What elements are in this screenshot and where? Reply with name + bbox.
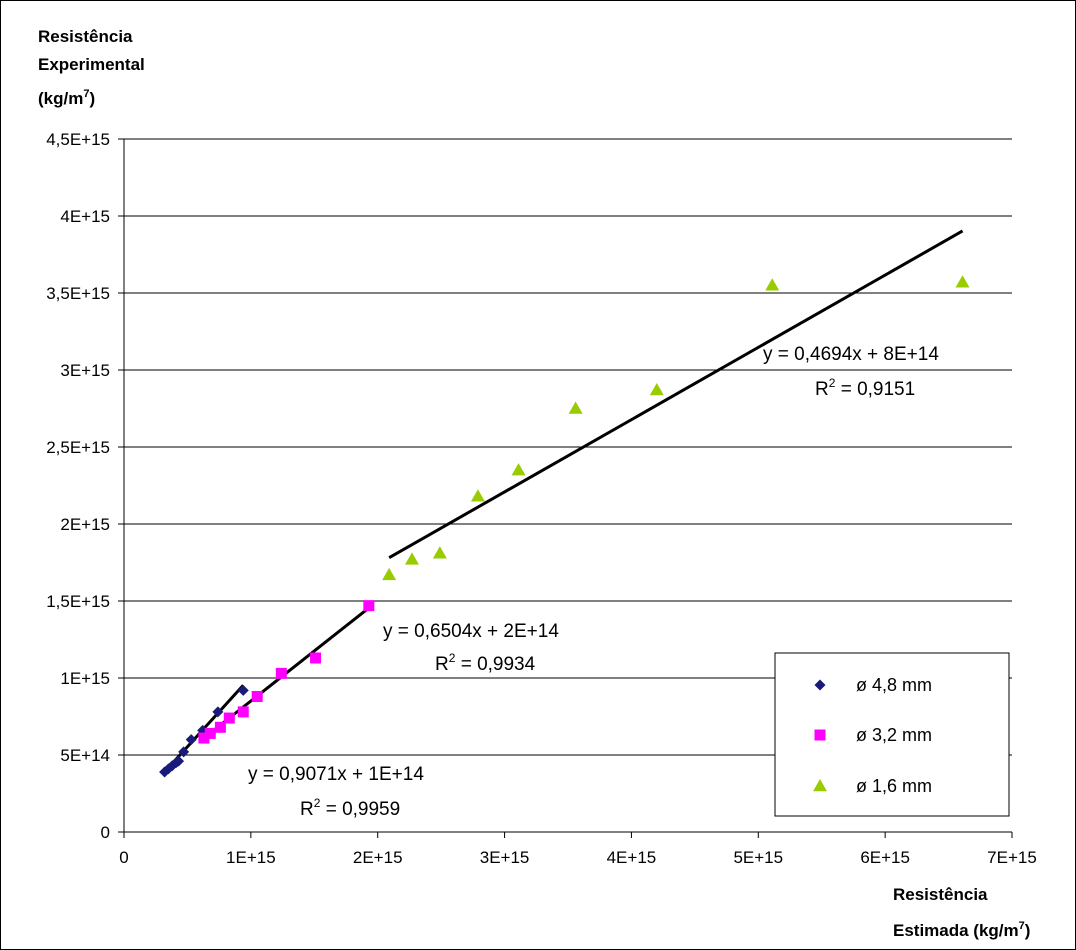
trend-r2-1-6: R2 = 0,9151	[815, 376, 915, 400]
data-point-series-1	[237, 706, 249, 718]
data-point-series-2	[649, 383, 664, 396]
x-tick-label: 5E+15	[733, 848, 783, 867]
data-point-series-1	[214, 721, 226, 733]
data-points	[159, 275, 970, 778]
data-point-series-0	[237, 684, 249, 696]
y-tick-label: 1,5E+15	[46, 592, 110, 611]
data-point-series-1	[275, 667, 287, 679]
legend-marker-series-0	[814, 679, 826, 691]
data-point-series-1	[198, 732, 210, 744]
axes	[118, 138, 1013, 838]
y-tick-label: 3E+15	[60, 361, 110, 380]
y-axis-title-line1: Resistência	[38, 27, 133, 46]
data-point-series-2	[568, 401, 583, 414]
data-point-series-1	[223, 712, 235, 724]
legend: ø 4,8 mm ø 3,2 mm ø 1,6 mm	[774, 652, 1010, 817]
data-point-series-2	[955, 275, 970, 288]
trend-equation-1-6: y = 0,4694x + 8E+14	[763, 344, 939, 365]
x-tick-label: 2E+15	[353, 848, 403, 867]
data-point-series-1	[251, 690, 263, 702]
y-axis-title-line2: Experimental	[38, 55, 145, 74]
data-point-series-1	[204, 727, 216, 739]
data-point-series-0	[185, 734, 197, 746]
legend-label-series-2: ø 1,6 mm	[856, 776, 932, 796]
data-point-series-1	[310, 652, 322, 664]
trend-equation-4-8: y = 0,9071x + 1E+14	[248, 764, 424, 785]
legend-label-series-1: ø 3,2 mm	[856, 725, 932, 745]
y-tick-label: 5E+14	[60, 746, 110, 765]
x-tick-label: 3E+15	[480, 848, 530, 867]
legend-marker-series-2	[813, 779, 827, 792]
trend-r2-3-2: R2 = 0,9934	[435, 651, 536, 675]
y-axis-title-line3: (kg/m7)	[38, 88, 95, 108]
data-point-series-2	[404, 552, 419, 565]
legend-label-series-0: ø 4,8 mm	[856, 675, 932, 695]
data-point-series-0	[178, 746, 190, 758]
legend-box	[774, 652, 1010, 817]
trend-equation-3-2: y = 0,6504x + 2E+14	[383, 621, 559, 642]
legend-marker-series-1	[814, 729, 826, 741]
x-tick-label: 4E+15	[607, 848, 657, 867]
y-tick-label: 3,5E+15	[46, 284, 110, 303]
x-tick-label: 6E+15	[860, 848, 910, 867]
trend-r2-4-8: R2 = 0,9959	[300, 796, 400, 820]
y-tick-label: 2,5E+15	[46, 438, 110, 457]
x-axis-title-line2: Estimada (kg/m7)	[893, 920, 1030, 940]
y-tick-label: 0	[101, 823, 110, 842]
y-tick-label: 4,5E+15	[46, 130, 110, 149]
x-tick-label: 7E+15	[987, 848, 1037, 867]
data-point-series-2	[511, 463, 526, 476]
data-point-series-2	[765, 278, 780, 291]
data-point-series-1	[363, 600, 375, 612]
y-tick-label: 4E+15	[60, 207, 110, 226]
x-tick-label: 0	[119, 848, 128, 867]
data-point-series-2	[470, 489, 485, 502]
tick-labels: 0 5E+14 1E+15 1,5E+15 2E+15 2,5E+15 3E+15 3,5E+…	[46, 130, 1037, 867]
trendline-series-2	[388, 229, 964, 560]
x-tick-label: 1E+15	[226, 848, 276, 867]
y-tick-label: 1E+15	[60, 669, 110, 688]
data-point-series-0	[212, 706, 224, 718]
data-point-series-2	[382, 567, 397, 581]
x-axis-title-line1: Resistência	[893, 885, 988, 904]
y-tick-label: 2E+15	[60, 515, 110, 534]
data-point-series-2	[432, 546, 447, 559]
data-point-series-0	[173, 755, 185, 767]
